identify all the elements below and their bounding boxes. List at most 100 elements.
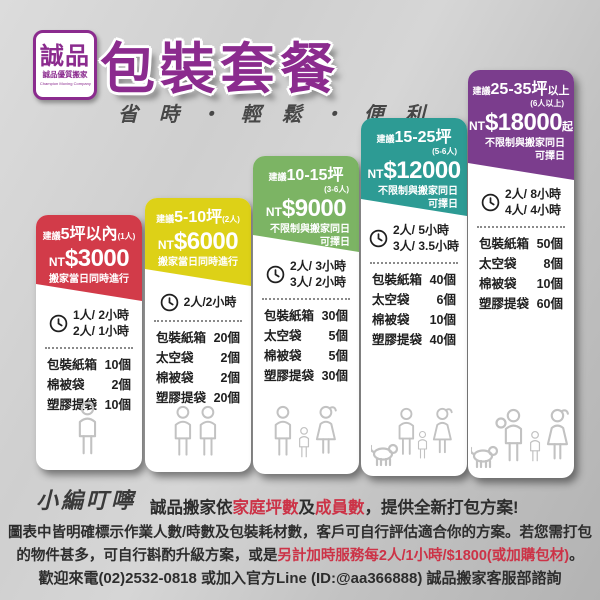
supply-qty: 6個	[436, 293, 456, 308]
crew-hour-line: 4人/ 4小時	[504, 202, 562, 217]
package-people: (5-6人)	[432, 146, 457, 156]
footer-line-2: 圖表中皆明確標示作業人數/時數及包裝耗材數，客戶可自行評估適合你的方案。若您需打…	[0, 521, 600, 542]
couple-icon	[145, 401, 251, 463]
price-amount: $3000	[64, 244, 130, 272]
supply-qty: 20個	[213, 331, 240, 345]
supply-name: 太空袋	[264, 329, 302, 344]
crew-hours: 2人/2小時	[145, 293, 251, 312]
crew-hours: 1人/ 2小時 2人/ 1小時	[36, 308, 142, 339]
supply-qty: 50個	[536, 237, 563, 252]
dotted-divider	[262, 298, 350, 301]
footer-text: 圖表中皆明確標示作業人數/時數及包裝耗材數，客戶可自行評估適合你的方案。若您需打…	[7, 525, 593, 541]
crew-hour-line: 1人/ 2小時	[72, 308, 130, 322]
crew-hour-line: 3人/ 3.5小時	[392, 238, 460, 253]
supply-row: 太空袋 8個	[479, 254, 563, 274]
supply-row: 包裝紙箱 10個	[47, 355, 131, 375]
package-schedule-note: 不限制與搬家同日 可擇日	[253, 224, 359, 249]
logo-subtitle: 誠品優質搬家	[42, 70, 88, 79]
package-price: NT$3000	[36, 246, 142, 271]
clock-icon	[160, 293, 178, 312]
supply-name: 包裝紙箱	[372, 273, 423, 288]
supply-qty: 2個	[220, 371, 240, 385]
package-size: 建議15-25坪	[361, 129, 467, 147]
crew-hours: 2人/ 5小時 3人/ 3.5小時	[361, 223, 467, 254]
footer-text: ，提供全新打包方案!	[364, 499, 519, 517]
package-schedule-note: 不限制與搬家同日 可擇日	[361, 186, 467, 211]
footer-text: 。	[569, 548, 584, 564]
price-currency: NT	[468, 119, 485, 134]
crew-hour-line: 3人/ 2小時	[289, 274, 347, 289]
package-header: 建議25-35坪以上 (6人以上) NT$18000起 不限制與搬家同日 可擇日	[468, 70, 574, 180]
supply-row: 塑膠提袋 10個	[47, 395, 131, 415]
package-size-value: 15-25坪	[394, 129, 452, 146]
package-header: 建議5-10坪(2人) NT$6000 搬家當日同時進行	[145, 198, 251, 286]
package-people: (6人以上)	[530, 98, 564, 108]
crew-hour-lines: 2人/ 8小時 4人/ 4小時	[505, 187, 561, 218]
page-title: 包裝套餐	[100, 38, 341, 100]
package-size-suffix: 以上	[547, 85, 570, 97]
supply-qty: 60個	[536, 297, 563, 312]
supply-name: 塑膠提袋	[479, 297, 530, 312]
footer-contact-line: 歡迎來電(02)2532-0818 或加入官方Line (ID:@aa36688…	[0, 567, 600, 588]
package-size-value: 25-35坪	[490, 81, 548, 98]
crew-hours: 2人/ 3小時 3人/ 2小時	[253, 259, 359, 290]
crew-hour-lines: 2人/ 3小時 3人/ 2小時	[290, 259, 346, 290]
footer-text: 誠品搬家依	[150, 499, 233, 517]
dotted-divider	[45, 347, 133, 350]
supply-row: 棉被袋 2個	[156, 368, 240, 388]
package-price: NT$18000起	[468, 110, 574, 135]
crew-hour-lines: 1人/ 2小時 2人/ 1小時	[73, 308, 129, 339]
package-price: NT$6000	[145, 229, 251, 254]
package-size-value: 5坪以內	[60, 226, 118, 243]
package-header: 建議15-25坪 (5-6人) NT$12000 不限制與搬家同日 可擇日	[361, 118, 467, 216]
crew-hour-line: 2人/ 3小時	[289, 259, 347, 273]
package-card-2: 建議5-10坪(2人) NT$6000 搬家當日同時進行 2人/2小時 包裝紙箱 20個太…	[145, 198, 251, 472]
logo-tagline-en: Champion Moving Company	[39, 81, 91, 86]
clock-icon	[266, 265, 285, 284]
supply-list: 包裝紙箱 40個 太空袋 6個 棉被袋 10個 塑膠提袋 40個	[361, 270, 467, 350]
highlight-text: 成員數	[315, 499, 365, 517]
family-3-icon	[253, 403, 359, 465]
supply-list: 包裝紙箱 20個 太空袋 2個 棉被袋 2個 塑膠提袋 20個	[145, 328, 251, 408]
package-size-prefix: 建議	[376, 134, 395, 144]
crew-hour-lines: 2人/ 5小時 3人/ 3.5小時	[393, 223, 459, 254]
package-size: 建議10-15坪	[253, 167, 359, 185]
supply-name: 包裝紙箱	[479, 237, 530, 252]
supply-row: 塑膠提袋 30個	[264, 366, 348, 386]
package-schedule-note: 搬家當日同時進行	[145, 257, 251, 270]
supply-row: 棉被袋 10個	[479, 274, 563, 294]
package-card-4: 建議15-25坪 (5-6人) NT$12000 不限制與搬家同日 可擇日 2人/ 5小時…	[361, 118, 467, 476]
price-currency: NT	[157, 237, 174, 252]
supply-row: 太空袋 6個	[372, 290, 456, 310]
supply-qty: 5個	[328, 349, 348, 364]
footer-text: 及	[298, 499, 316, 517]
supply-list: 包裝紙箱 50個太空袋 8個 棉被袋 10個塑膠提袋 60個	[468, 234, 574, 314]
supply-row: 太空袋 5個	[264, 326, 348, 346]
schedule-note-line: 可擇日	[320, 236, 350, 248]
footer-text: 歡迎來電(02)2532-0818 或加入官方Line (ID:@aa36688…	[38, 570, 562, 587]
package-header: 建議10-15坪 (3-6人) NT$9000 不限制與搬家同日 可擇日	[253, 156, 359, 252]
price-currency: NT	[265, 205, 282, 220]
package-people: (3-6人)	[324, 184, 349, 194]
package-size-prefix: 建議	[156, 214, 175, 224]
supply-name: 塑膠提袋	[47, 398, 98, 413]
schedule-note-line: 不限制與搬家同日	[270, 224, 350, 236]
supply-name: 包裝紙箱	[47, 358, 98, 373]
supply-qty: 30個	[321, 369, 348, 384]
crew-hour-line: 2人/2小時	[183, 294, 237, 309]
package-size-value: 10-15坪	[286, 167, 344, 184]
supply-row: 棉被袋 10個	[372, 310, 456, 330]
supply-row: 塑膠提袋 60個	[479, 294, 563, 314]
crew-hour-lines: 2人/2小時	[184, 295, 237, 311]
supply-name: 塑膠提袋	[372, 333, 423, 348]
supply-qty: 8個	[543, 257, 563, 272]
supply-row: 太空袋 2個	[156, 348, 240, 368]
supply-name: 棉被袋	[264, 349, 302, 364]
logo-brand-text: 誠品	[40, 41, 90, 70]
crew-hour-line: 2人/ 8小時	[504, 187, 562, 201]
package-price: NT$12000	[361, 158, 467, 183]
footer-line-1: 誠品搬家依家庭坪數及成員數，提供全新打包方案!	[150, 494, 519, 518]
supply-list: 包裝紙箱 30個 太空袋 5個 棉被袋 5個 塑膠提袋 30個	[253, 306, 359, 386]
supply-row: 包裝紙箱 20個	[156, 328, 240, 348]
schedule-note-line: 可擇日	[535, 150, 565, 162]
